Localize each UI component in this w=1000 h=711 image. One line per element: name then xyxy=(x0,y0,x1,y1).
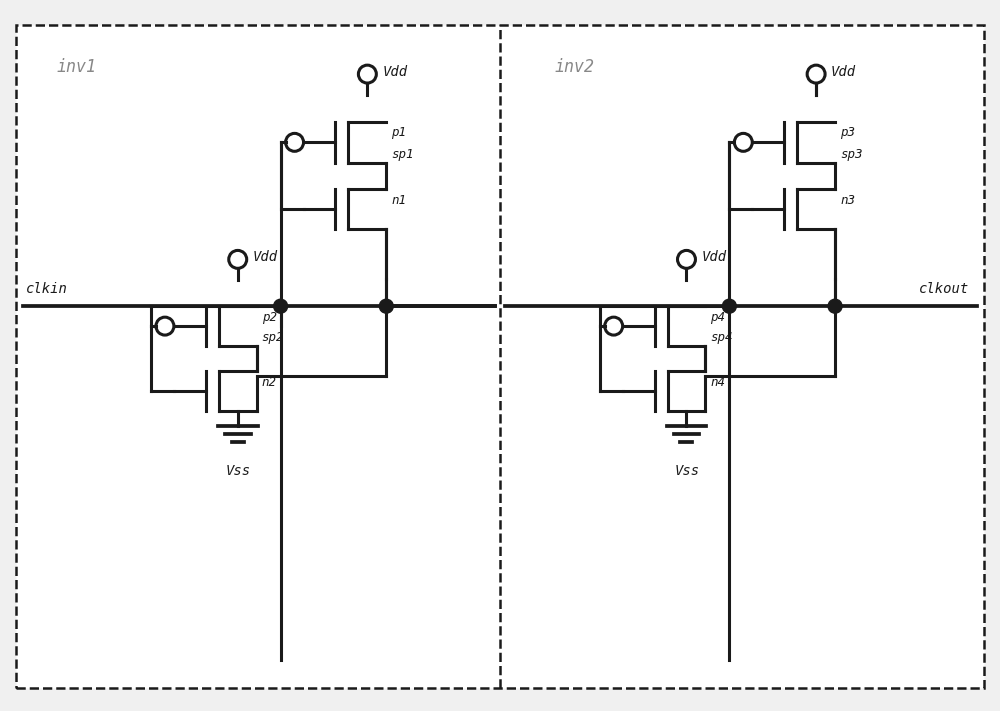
Text: Vdd: Vdd xyxy=(253,250,278,264)
Text: p4: p4 xyxy=(710,311,725,324)
Text: Vss: Vss xyxy=(675,464,700,478)
Text: inv1: inv1 xyxy=(56,58,96,76)
Text: Vdd: Vdd xyxy=(701,250,727,264)
Text: sp4: sp4 xyxy=(710,331,733,344)
FancyBboxPatch shape xyxy=(16,26,984,688)
Circle shape xyxy=(828,299,842,313)
Text: inv2: inv2 xyxy=(555,58,595,76)
Text: Vdd: Vdd xyxy=(831,65,856,79)
Text: n2: n2 xyxy=(262,376,277,390)
Circle shape xyxy=(379,299,393,313)
Text: clkout: clkout xyxy=(919,282,969,296)
Text: p1: p1 xyxy=(391,127,406,139)
Text: n3: n3 xyxy=(840,194,855,207)
Text: sp1: sp1 xyxy=(391,148,414,161)
Text: Vdd: Vdd xyxy=(382,65,407,79)
Text: p2: p2 xyxy=(262,311,277,324)
Text: clkin: clkin xyxy=(26,282,68,296)
Text: n4: n4 xyxy=(710,376,725,390)
Text: sp3: sp3 xyxy=(840,148,863,161)
Circle shape xyxy=(274,299,288,313)
Text: p3: p3 xyxy=(840,127,855,139)
Text: Vss: Vss xyxy=(226,464,251,478)
Circle shape xyxy=(722,299,736,313)
Text: n1: n1 xyxy=(391,194,406,207)
Text: sp2: sp2 xyxy=(262,331,284,344)
